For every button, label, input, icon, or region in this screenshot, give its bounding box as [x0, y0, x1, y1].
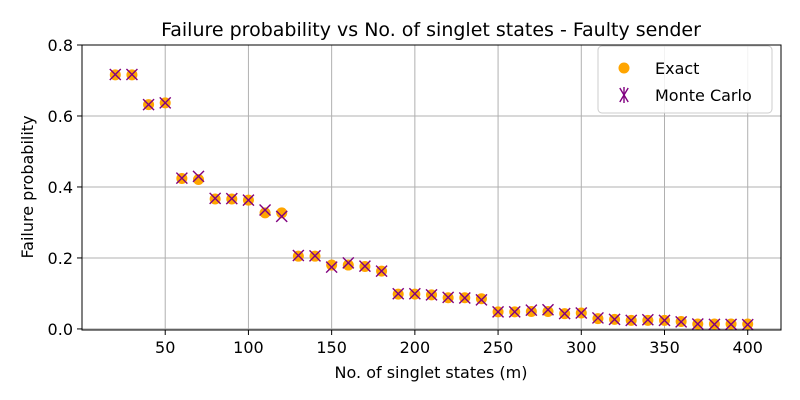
monte-carlo-point: [109, 68, 122, 81]
x-tick-label: 200: [400, 338, 431, 357]
x-axis-label: No. of singlet states (m): [335, 363, 528, 382]
exact-point: [193, 174, 204, 186]
exact-point: [259, 207, 271, 219]
monte-carlo-point: [591, 311, 604, 324]
y-tick-label: 0.4: [48, 178, 73, 197]
monte-carlo-point: [375, 265, 388, 278]
y-tick-label: 0.8: [48, 36, 73, 55]
monte-carlo-point: [675, 315, 688, 328]
monte-carlo-point: [725, 318, 738, 331]
monte-carlo-point: [342, 256, 355, 269]
monte-carlo-point: [292, 249, 305, 262]
monte-carlo-point: [458, 292, 471, 305]
monte-carlo-point: [741, 318, 754, 331]
x-tick-label: 150: [316, 338, 347, 357]
monte-carlo-point: [192, 170, 205, 183]
legend-box: [597, 45, 773, 114]
exact-point: [342, 259, 354, 271]
monte-carlo-point: [242, 194, 255, 207]
monte-carlo-point: [708, 318, 721, 331]
monte-carlo-point: [392, 287, 405, 300]
monte-carlo-point: [608, 313, 621, 326]
monte-carlo-point: [475, 293, 488, 306]
monte-carlo-point: [558, 307, 571, 320]
chart-title: Failure probability vs No. of singlet st…: [161, 19, 701, 41]
exact-point: [525, 306, 537, 318]
monte-carlo-point: [525, 304, 538, 317]
legend-marker-exact: [618, 62, 630, 74]
axis-ticks: 50 100 150 200 250 300 350 400 0.0 0.2 0.4 0.6 0.8: [48, 36, 763, 357]
monte-carlo-point: [309, 249, 321, 262]
legend-label-monte-carlo: Monte Carlo: [655, 86, 752, 105]
monte-carlo-point: [209, 192, 222, 205]
monte-carlo-point: [425, 288, 438, 301]
monte-carlo-point: [175, 172, 188, 185]
plot-area-markers: [109, 68, 754, 331]
monte-carlo-point: [691, 317, 704, 330]
monte-carlo-point: [641, 313, 654, 326]
monte-carlo-point: [142, 98, 155, 111]
x-tick-label: 50: [155, 338, 175, 357]
monte-carlo-point: [159, 96, 172, 109]
monte-carlo-point: [542, 303, 554, 316]
monte-carlo-point: [259, 204, 272, 217]
exact-point: [542, 306, 554, 318]
x-tick-label: 400: [732, 338, 763, 357]
exact-point: [475, 293, 487, 305]
legend-label-exact: Exact: [655, 59, 699, 78]
y-axis-label: Failure probability: [18, 115, 37, 258]
x-tick-label: 250: [483, 338, 514, 357]
monte-carlo-point: [625, 314, 638, 327]
x-tick-label: 350: [649, 338, 680, 357]
monte-carlo-point: [658, 314, 671, 327]
x-tick-label: 300: [566, 338, 597, 357]
monte-carlo-point: [442, 291, 455, 304]
x-tick-label: 100: [233, 338, 264, 357]
legend: Exact Monte Carlo: [597, 45, 773, 114]
monte-carlo-point: [325, 261, 338, 274]
y-tick-label: 0.2: [48, 249, 73, 268]
legend-marker-monte-carlo: [619, 87, 629, 103]
y-tick-label: 0.6: [48, 107, 73, 126]
exact-point: [276, 207, 288, 219]
monte-carlo-point: [408, 287, 421, 300]
monte-carlo-point: [508, 305, 521, 318]
monte-carlo-point: [575, 306, 588, 319]
monte-carlo-point: [492, 305, 505, 318]
exact-point: [326, 259, 338, 271]
y-tick-label: 0.0: [48, 320, 73, 339]
monte-carlo-point: [225, 192, 238, 205]
monte-carlo-point: [125, 68, 138, 81]
plot-frame: [81, 44, 782, 331]
monte-carlo-point: [275, 210, 288, 223]
monte-carlo-point: [358, 260, 371, 273]
